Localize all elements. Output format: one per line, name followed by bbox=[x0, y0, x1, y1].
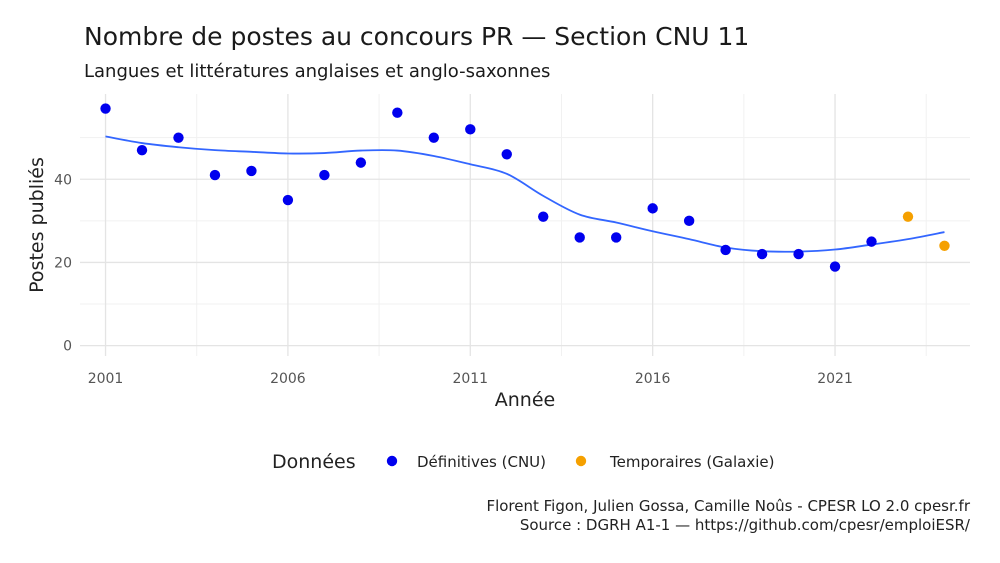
point-definitive bbox=[610, 232, 622, 243]
point-definitive bbox=[866, 236, 877, 247]
legend-title: Données bbox=[272, 451, 356, 473]
legend-label-temporary: Temporaires (Galaxie) bbox=[609, 453, 774, 471]
point-definitive bbox=[465, 124, 476, 135]
point-definitive bbox=[538, 211, 549, 222]
point-definitive bbox=[428, 132, 440, 143]
y-tick-label: 20 bbox=[54, 255, 72, 271]
x-tick-label: 2021 bbox=[817, 371, 853, 387]
legend-key-temporary bbox=[575, 455, 587, 467]
smooth-trend-line bbox=[105, 135, 945, 253]
point-definitive bbox=[647, 203, 658, 214]
y-tick-label: 0 bbox=[63, 339, 72, 355]
x-tick-label: 2016 bbox=[635, 371, 671, 387]
point-definitive bbox=[246, 165, 257, 177]
x-tick-label: 2001 bbox=[88, 371, 124, 387]
point-definitive bbox=[355, 157, 367, 168]
chart-title: Nombre de postes au concours PR — Sectio… bbox=[84, 22, 750, 51]
y-axis-label: Postes publiés bbox=[26, 157, 48, 293]
caption-authors: Florent Figon, Julien Gossa, Camille Noû… bbox=[486, 497, 970, 515]
point-definitive bbox=[756, 248, 768, 260]
legend-key-definitive bbox=[386, 455, 398, 467]
legend-label-definitive: Définitives (CNU) bbox=[417, 453, 546, 471]
point-definitive bbox=[319, 169, 330, 181]
y-tick-label: 40 bbox=[54, 172, 72, 188]
point-definitive bbox=[829, 261, 841, 272]
point-definitive bbox=[282, 194, 294, 206]
point-definitive bbox=[392, 107, 403, 118]
x-tick-label: 2006 bbox=[270, 371, 306, 387]
point-definitive bbox=[100, 103, 111, 114]
x-axis-label: Année bbox=[495, 389, 555, 411]
point-definitive bbox=[574, 232, 585, 243]
point-definitive bbox=[720, 244, 731, 256]
chart-subtitle: Langues et littératures anglaises et ang… bbox=[84, 61, 551, 82]
point-definitive bbox=[683, 215, 695, 227]
point-definitive bbox=[793, 248, 804, 260]
point-definitive bbox=[136, 144, 148, 156]
x-tick-label: 2011 bbox=[452, 371, 488, 387]
caption-source: Source : DGRH A1-1 — https://github.com/… bbox=[519, 516, 970, 534]
point-definitive bbox=[501, 149, 512, 160]
point-temporary bbox=[939, 240, 950, 251]
point-definitive bbox=[209, 169, 221, 181]
point-definitive bbox=[173, 132, 184, 143]
point-temporary bbox=[902, 211, 914, 222]
